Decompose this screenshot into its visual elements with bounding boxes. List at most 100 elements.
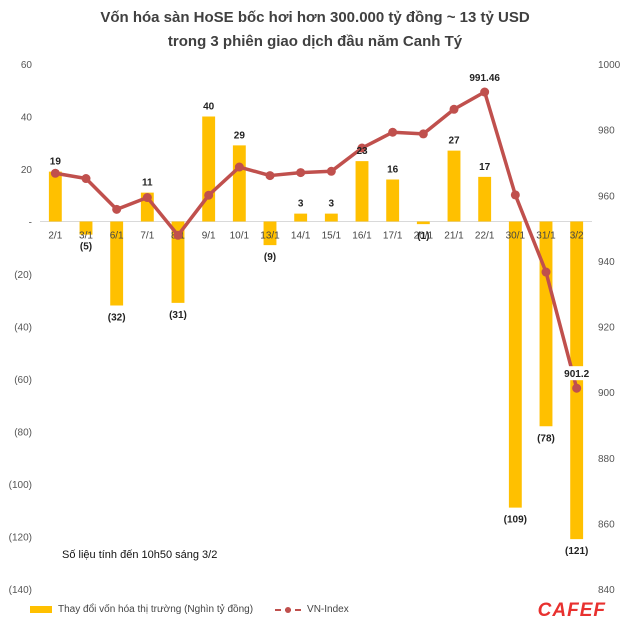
y-left-tick-label: 40 — [21, 113, 33, 124]
vnindex-point-15/1 — [326, 166, 336, 176]
x-tick-label: 20/1 — [414, 231, 434, 242]
y-left-tick-label: - — [29, 218, 32, 229]
bar-2/1 — [48, 171, 62, 222]
y-right-tick-label: 880 — [598, 454, 615, 465]
vnindex-point-3/2 — [572, 383, 582, 393]
bar-data-label: 17 — [479, 162, 491, 173]
x-tick-label: 2/1 — [48, 231, 62, 242]
bar-data-label: (121) — [565, 546, 588, 557]
x-tick-label: 14/1 — [291, 231, 311, 242]
line-data-label: 901.2 — [564, 369, 589, 380]
bar-data-label: (5) — [80, 242, 92, 253]
x-tick-label: 10/1 — [230, 231, 250, 242]
bar-6/1 — [110, 221, 124, 306]
bar-data-label: 27 — [448, 136, 460, 147]
y-left-tick-label: (20) — [14, 270, 32, 281]
x-tick-label: 9/1 — [202, 231, 216, 242]
bar-data-label: (109) — [504, 515, 527, 526]
bar-17/1 — [386, 179, 400, 222]
bar-15/1 — [324, 213, 338, 222]
bars-layer — [48, 116, 584, 540]
x-tick-label: 3/1 — [79, 231, 93, 242]
bar-data-label: 11 — [142, 178, 153, 189]
vnindex-point-13/1 — [265, 171, 275, 181]
vnindex-point-31/1 — [541, 267, 551, 277]
bar-data-label: (78) — [537, 433, 555, 444]
y-right-tick-label: 940 — [598, 257, 615, 268]
bar-21/1 — [447, 150, 461, 222]
x-tick-label: 22/1 — [475, 231, 495, 242]
chart-title: Vốn hóa sàn HoSE bốc hơi hơn 300.000 tỷ … — [0, 6, 630, 54]
y-left-tick-label: (40) — [14, 323, 32, 334]
bar-16/1 — [355, 161, 369, 222]
x-tick-label: 3/2 — [570, 231, 584, 242]
y-right-tick-label: 980 — [598, 126, 615, 137]
title-line-2: trong 3 phiên giao dịch đầu năm Canh Tý — [167, 33, 463, 50]
bar-data-label: (31) — [169, 310, 187, 321]
line-label-bg — [463, 70, 507, 85]
y-right-tick-label: 900 — [598, 388, 615, 399]
vnindex-point-10/1 — [234, 162, 244, 172]
axes-layer: 60 40 20 - (20) (40) (60) (80) (100) (120) (140) 10… — [9, 60, 621, 596]
vnindex-point-14/1 — [296, 168, 306, 178]
x-tick-label: 17/1 — [383, 231, 403, 242]
x-tick-label: 7/1 — [140, 231, 154, 242]
bar-data-label: 19 — [50, 157, 62, 168]
y-left-tick-label: (80) — [14, 428, 32, 439]
bar-data-label: (1) — [417, 231, 429, 242]
vnindex-point-21/1 — [449, 104, 459, 114]
data-labels-layer: 19 (5) (32) 11 (31) 40 29 (9) 3 3 23 16 (1) 27 17 (109)… — [50, 70, 596, 557]
y-left-tick-label: (140) — [9, 585, 32, 596]
line-layer — [50, 87, 582, 393]
vnindex-point-8/1 — [173, 230, 183, 240]
vnindex-point-7/1 — [142, 193, 152, 203]
bar-30/1 — [508, 221, 522, 508]
x-tick-label: 31/1 — [536, 231, 556, 242]
bar-data-label: (32) — [108, 313, 126, 324]
bar-3/2 — [570, 221, 584, 540]
vnindex-point-20/1 — [418, 129, 428, 139]
x-tick-label: 6/1 — [110, 231, 124, 242]
y-left-tick-label: (120) — [9, 533, 32, 544]
bar-8/1 — [171, 221, 185, 303]
x-tick-label: 13/1 — [260, 231, 280, 242]
y-left-tick-label: (100) — [9, 480, 32, 491]
bar-data-label: 3 — [329, 199, 335, 210]
legend-bar-label: Thay đổi vốn hóa thị trường (Nghìn tỷ đồ… — [58, 604, 254, 615]
x-tick-label: 15/1 — [322, 231, 342, 242]
bar-13/1 — [263, 221, 277, 246]
y-right-tick-label: 840 — [598, 585, 615, 596]
bar-31/1 — [539, 221, 553, 427]
title-line-1: Vốn hóa sàn HoSE bốc hơi hơn 300.000 tỷ … — [100, 9, 530, 26]
legend-line-swatch — [275, 606, 302, 614]
y-right-tick-label: 920 — [598, 323, 615, 334]
vnindex-point-16/1 — [357, 143, 367, 153]
bar-9/1 — [202, 116, 216, 222]
vnindex-point-30/1 — [510, 190, 520, 200]
x-tick-label: 21/1 — [444, 231, 464, 242]
y-left-tick-label: 60 — [21, 60, 33, 71]
bar-14/1 — [294, 213, 308, 222]
bar-data-label: 23 — [356, 146, 368, 157]
y-right-tick-label: 860 — [598, 519, 615, 530]
vnindex-point-9/1 — [204, 190, 214, 200]
bar-3/1 — [79, 221, 93, 235]
line-label-bg — [558, 366, 596, 381]
bar-22/1 — [478, 176, 492, 222]
legend: Thay đổi vốn hóa thị trường (Nghìn tỷ đồ… — [30, 604, 349, 615]
x-tick-label: 30/1 — [506, 231, 526, 242]
vnindex-point-3/1 — [81, 174, 91, 184]
x-tick-label: 16/1 — [352, 231, 372, 242]
y-left-tick-label: (60) — [14, 375, 32, 386]
cafef-logo: CAFEF — [537, 600, 606, 621]
vnindex-point-17/1 — [388, 127, 398, 137]
vnindex-line — [55, 90, 579, 389]
line-data-label: 991.46 — [469, 73, 500, 84]
vnindex-point-2/1 — [50, 168, 60, 178]
vnindex-point-6/1 — [112, 204, 122, 214]
y-right-tick-label: 960 — [598, 191, 615, 202]
y-right-tick-label: 1000 — [598, 60, 621, 71]
bar-data-label: 3 — [298, 199, 304, 210]
vnindex-point-22/1 — [480, 87, 490, 97]
